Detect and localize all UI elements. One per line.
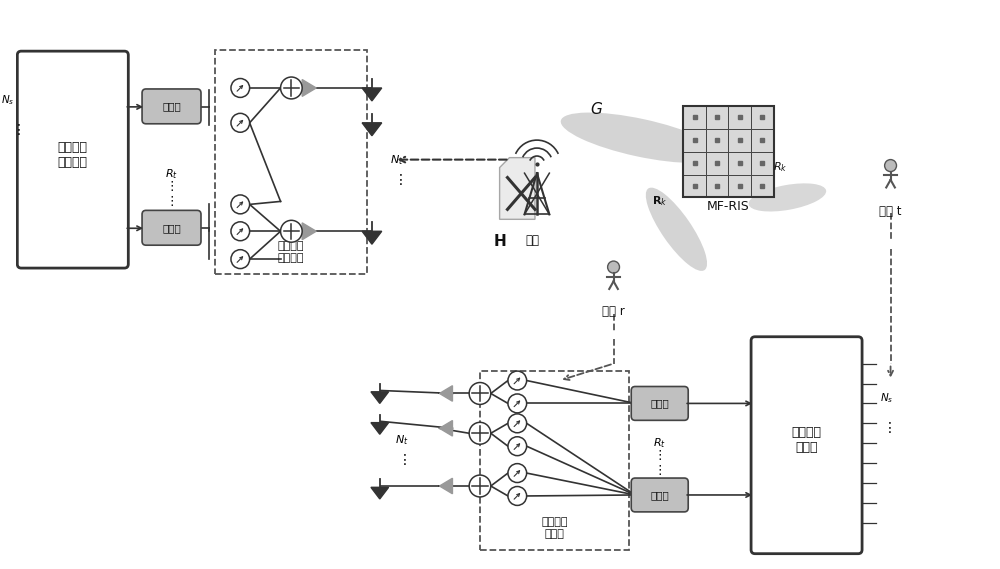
Text: 基站: 基站 — [525, 234, 539, 248]
Circle shape — [281, 77, 302, 99]
Bar — [683, 106, 774, 197]
Bar — [728, 129, 751, 152]
Circle shape — [469, 382, 491, 405]
Ellipse shape — [561, 113, 719, 163]
Circle shape — [508, 464, 527, 483]
Circle shape — [469, 422, 491, 444]
Text: 射频链: 射频链 — [162, 223, 181, 233]
Polygon shape — [439, 479, 452, 494]
Polygon shape — [371, 392, 389, 403]
Bar — [683, 152, 706, 175]
Text: $N_s$: $N_s$ — [1, 93, 14, 107]
Text: ⋮: ⋮ — [397, 453, 411, 467]
Polygon shape — [362, 231, 382, 244]
Bar — [706, 129, 728, 152]
Bar — [728, 106, 751, 129]
Circle shape — [231, 195, 250, 214]
Text: ⋮
⋮: ⋮ ⋮ — [653, 449, 666, 477]
Text: 数字基站
组合器: 数字基站 组合器 — [792, 426, 822, 454]
FancyBboxPatch shape — [751, 337, 862, 554]
Text: $N_s$: $N_s$ — [880, 391, 893, 405]
Circle shape — [608, 261, 619, 273]
Bar — [683, 175, 706, 197]
Text: ⋮: ⋮ — [883, 421, 897, 435]
Circle shape — [508, 414, 527, 433]
FancyBboxPatch shape — [631, 386, 688, 420]
Polygon shape — [371, 487, 389, 499]
Circle shape — [508, 394, 527, 413]
Bar — [751, 129, 774, 152]
Bar — [683, 129, 706, 152]
Bar — [706, 175, 728, 197]
Bar — [706, 106, 728, 129]
FancyBboxPatch shape — [142, 89, 201, 124]
Circle shape — [885, 159, 897, 172]
Ellipse shape — [749, 183, 826, 212]
Polygon shape — [439, 386, 452, 401]
Bar — [215, 50, 367, 274]
Circle shape — [231, 222, 250, 241]
Polygon shape — [302, 223, 316, 240]
Text: 射频链: 射频链 — [650, 398, 669, 409]
Text: ⋮: ⋮ — [394, 172, 407, 187]
Text: 射频链: 射频链 — [650, 490, 669, 500]
Text: 射频链: 射频链 — [162, 101, 181, 112]
Text: G: G — [590, 102, 602, 117]
Bar — [751, 106, 774, 129]
FancyBboxPatch shape — [631, 478, 688, 512]
Text: $N_t$: $N_t$ — [395, 434, 408, 447]
Circle shape — [231, 79, 250, 97]
Circle shape — [508, 437, 527, 456]
Circle shape — [231, 250, 250, 269]
Text: 用户 t: 用户 t — [879, 205, 902, 218]
Polygon shape — [362, 88, 382, 101]
Bar — [728, 152, 751, 175]
Polygon shape — [439, 420, 452, 436]
Text: ⋮
⋮: ⋮ ⋮ — [165, 180, 178, 208]
Text: ⋮: ⋮ — [11, 123, 25, 137]
Text: $R_t$: $R_t$ — [165, 168, 178, 182]
Text: $\mathbf{H}$: $\mathbf{H}$ — [493, 233, 506, 249]
Ellipse shape — [646, 188, 707, 271]
Circle shape — [508, 371, 527, 390]
Bar — [728, 175, 751, 197]
Text: 模拟射频
组合器: 模拟射频 组合器 — [541, 517, 568, 539]
Circle shape — [469, 475, 491, 497]
Bar — [751, 152, 774, 175]
Text: $\mathbf{R}_k$: $\mathbf{R}_k$ — [652, 195, 667, 208]
Circle shape — [508, 486, 527, 505]
Text: $R_t$: $R_t$ — [653, 436, 666, 450]
FancyBboxPatch shape — [17, 51, 128, 268]
Text: 模拟射频
预编码器: 模拟射频 预编码器 — [278, 241, 304, 263]
Text: 用户 r: 用户 r — [602, 306, 625, 319]
Text: MF-RIS: MF-RIS — [707, 200, 750, 213]
Text: 数字基站
预编码器: 数字基站 预编码器 — [58, 141, 88, 168]
Polygon shape — [371, 423, 389, 434]
Circle shape — [281, 220, 302, 242]
Circle shape — [231, 113, 250, 132]
Text: $N_t$: $N_t$ — [390, 152, 403, 167]
Bar — [480, 370, 629, 550]
Polygon shape — [362, 123, 382, 136]
Polygon shape — [500, 158, 535, 219]
Polygon shape — [302, 80, 316, 96]
FancyBboxPatch shape — [142, 211, 201, 245]
Bar — [706, 152, 728, 175]
Text: $R_k$: $R_k$ — [773, 160, 788, 175]
Bar — [683, 106, 706, 129]
Bar — [751, 175, 774, 197]
